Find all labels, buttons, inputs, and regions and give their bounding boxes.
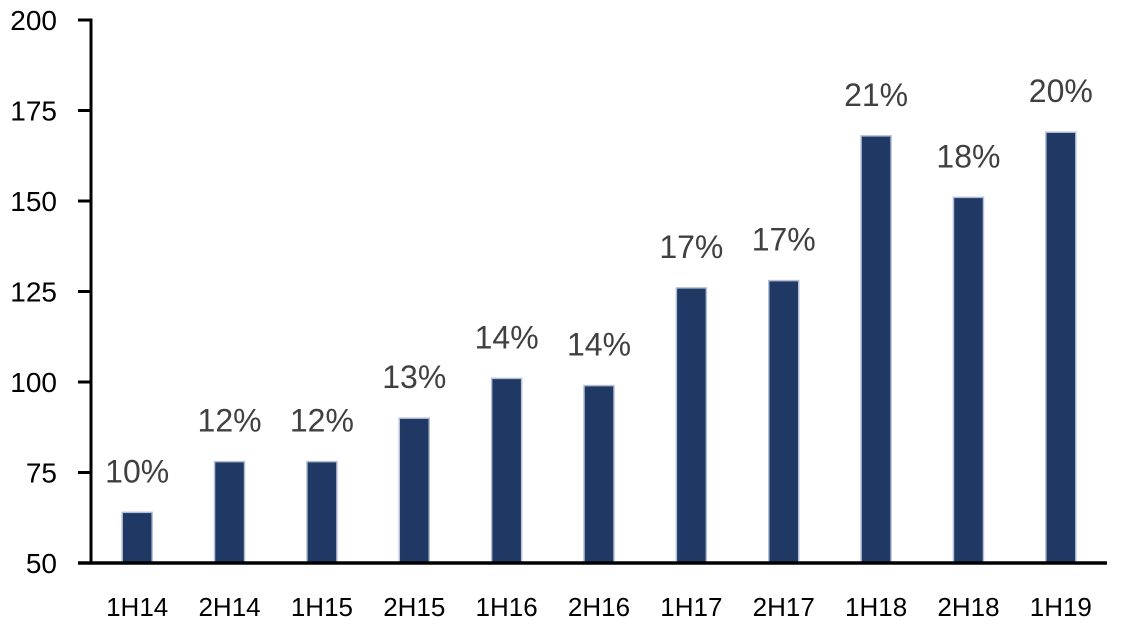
- y-tick-label: 75: [26, 458, 57, 489]
- x-category-label: 1H15: [291, 592, 353, 622]
- bar-value-label: 13%: [382, 359, 446, 395]
- x-category-label: 1H16: [476, 592, 538, 622]
- bar: [121, 511, 153, 564]
- y-tick-label: 150: [10, 186, 57, 217]
- x-category-label: 2H15: [383, 592, 445, 622]
- bar-value-label: 21%: [844, 77, 908, 113]
- x-category-label: 1H19: [1030, 592, 1092, 622]
- bar: [1045, 131, 1077, 564]
- x-category-label: 1H17: [660, 592, 722, 622]
- y-tick-label: 50: [26, 548, 57, 579]
- bar: [675, 287, 708, 564]
- bar: [767, 279, 800, 564]
- bar-value-label: 12%: [290, 403, 354, 439]
- bar-value-label: 20%: [1029, 73, 1093, 109]
- bar-value-label: 18%: [936, 138, 1000, 174]
- x-category-label: 2H14: [198, 592, 260, 622]
- bar-value-label: 14%: [567, 327, 631, 363]
- bar-value-label: 14%: [475, 319, 539, 355]
- bar: [306, 460, 338, 564]
- bar-value-label: 10%: [105, 453, 169, 489]
- x-category-label: 2H17: [753, 592, 815, 622]
- y-tick-label: 125: [10, 277, 57, 308]
- bar: [398, 417, 431, 564]
- bar: [952, 196, 985, 564]
- y-tick-label: 175: [10, 96, 57, 127]
- y-tick-label: 200: [10, 5, 57, 36]
- bar-value-label: 17%: [752, 222, 816, 258]
- bar: [860, 135, 892, 564]
- x-category-label: 1H18: [845, 592, 907, 622]
- bar: [583, 384, 615, 564]
- bar-value-label: 12%: [198, 403, 262, 439]
- y-tick-label: 100: [10, 367, 57, 398]
- bar: [213, 460, 246, 564]
- x-category-label: 1H14: [106, 592, 168, 622]
- bar: [490, 377, 523, 564]
- bar-value-label: 17%: [659, 229, 723, 265]
- x-category-label: 2H16: [568, 592, 630, 622]
- x-category-label: 2H18: [937, 592, 999, 622]
